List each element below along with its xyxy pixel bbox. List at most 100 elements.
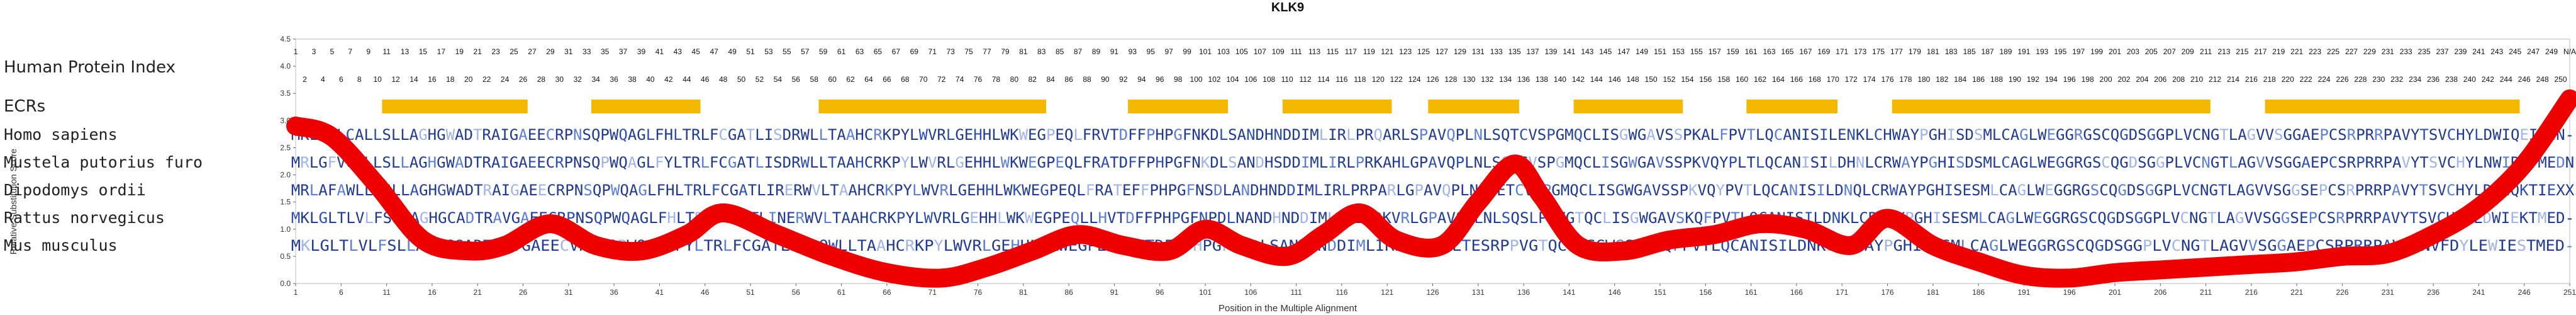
human-index-number: 169 [1817, 47, 1830, 56]
human-index-number: 150 [1645, 75, 1658, 84]
x-tick-label: 76 [974, 288, 983, 297]
human-index-number: 211 [2200, 47, 2212, 56]
human-index-number: 189 [1999, 47, 2012, 56]
human-index-number: 49 [728, 47, 737, 56]
human-index-number: 202 [2117, 75, 2130, 84]
human-index-number: N/A [2563, 47, 2576, 56]
human-index-number: 25 [510, 47, 518, 56]
human-index-number: 230 [2372, 75, 2385, 84]
human-index-number: 185 [1963, 47, 1976, 56]
human-index-number: 82 [1029, 75, 1037, 84]
y-axis-label: Relative Substitution Score [8, 149, 18, 255]
human-index-number: 233 [2400, 47, 2412, 56]
human-index-number: 80 [1010, 75, 1019, 84]
x-tick-label: 146 [1609, 288, 1621, 297]
human-index-number: 38 [628, 75, 637, 84]
human-index-number: 151 [1654, 47, 1666, 56]
human-index-number: 182 [1936, 75, 1948, 84]
human-index-number: 231 [2382, 47, 2394, 56]
human-index-number: 54 [774, 75, 783, 84]
x-tick-label: 46 [701, 288, 710, 297]
human-index-number: 97 [1164, 47, 1173, 56]
human-index-number: 34 [592, 75, 601, 84]
human-index-number: 6 [339, 75, 343, 84]
ecr-bar [818, 100, 1046, 113]
human-index-number: 66 [883, 75, 891, 84]
y-tick-label: 0.5 [280, 252, 291, 261]
human-index-number: 118 [1354, 75, 1366, 84]
human-index-number: 27 [528, 47, 537, 56]
human-index-number: 218 [2263, 75, 2276, 84]
human-index-number: 165 [1781, 47, 1793, 56]
y-tick-label: 0.0 [280, 279, 291, 288]
human-index-number: 99 [1183, 47, 1191, 56]
human-index-number: 215 [2236, 47, 2248, 56]
x-tick-label: 236 [2427, 288, 2439, 297]
human-index-number: 114 [1317, 75, 1329, 84]
x-tick-label: 176 [1881, 288, 1893, 297]
human-index-number: 86 [1064, 75, 1073, 84]
ecr-bar [2265, 100, 2520, 113]
ecr-bar [1428, 100, 1519, 113]
human-index-number: 248 [2536, 75, 2549, 84]
human-index-number: 113 [1308, 47, 1320, 56]
human-index-number: 131 [1472, 47, 1485, 56]
x-tick-label: 81 [1019, 288, 1028, 297]
human-index-number: 29 [546, 47, 555, 56]
x-tick-label: 86 [1064, 288, 1073, 297]
human-index-number: 31 [564, 47, 573, 56]
human-index-number: 235 [2418, 47, 2431, 56]
human-index-number: 163 [1763, 47, 1776, 56]
x-tick-label: 131 [1472, 288, 1485, 297]
human-index-number: 148 [1627, 75, 1639, 84]
human-index-number: 16 [428, 75, 437, 84]
sequence-row: MRLAFAWLLLSLLAGHGWADTRAIGAEECRPNSQPWQAGL… [291, 181, 2575, 199]
human-index-number: 137 [1527, 47, 1539, 56]
human-index-number: 199 [2090, 47, 2103, 56]
human-index-number: 155 [1690, 47, 1703, 56]
human-index-number: 93 [1129, 47, 1137, 56]
ecr-bar [1573, 100, 1683, 113]
human-index-number: 132 [1481, 75, 1493, 84]
human-index-number: 153 [1672, 47, 1685, 56]
human-index-number: 191 [2017, 47, 2030, 56]
substitution-score-line [286, 89, 2576, 288]
human-index-number: 62 [846, 75, 855, 84]
human-index-number: 21 [474, 47, 482, 56]
human-index-number: 203 [2127, 47, 2139, 56]
human-index-number: 60 [828, 75, 837, 84]
human-index-number: 116 [1335, 75, 1347, 84]
human-index-number: 112 [1299, 75, 1311, 84]
human-index-number: 73 [946, 47, 955, 56]
human-index-number: 78 [992, 75, 1001, 84]
human-index-number: 166 [1790, 75, 1803, 84]
human-index-number: 226 [2336, 75, 2348, 84]
human-index-number: 74 [956, 75, 964, 84]
human-index-number: 144 [1590, 75, 1603, 84]
x-tick-label: 116 [1335, 288, 1347, 297]
human-index-number: 244 [2500, 75, 2512, 84]
human-index-number: 22 [482, 75, 491, 84]
ecr-label: ECRs [4, 97, 45, 116]
human-index-number: 5 [330, 47, 334, 56]
sequence-rows: MKLGLLCALLSLLAGHGWADTRAIGAEECRPNSQPWQAGL… [291, 126, 2575, 255]
human-index-number: 89 [1092, 47, 1101, 56]
x-tick-label: 231 [2382, 288, 2394, 297]
ecr-bar [591, 100, 701, 113]
x-tick-label: 251 [2563, 288, 2576, 297]
human-index-number: 229 [2363, 47, 2376, 56]
x-tick-label: 246 [2518, 288, 2531, 297]
human-index-number: 121 [1381, 47, 1393, 56]
human-index-number: 210 [2190, 75, 2203, 84]
human-index-number: 236 [2427, 75, 2439, 84]
human-index-number: 42 [664, 75, 673, 84]
human-index-number: 234 [2409, 75, 2421, 84]
human-index-number: 187 [1982, 47, 1994, 56]
human-index-number: 181 [1927, 47, 1939, 56]
human-index-number: 83 [1037, 47, 1046, 56]
human-index-number: 216 [2245, 75, 2258, 84]
ecr-bar [1746, 100, 1837, 113]
ecr-bars [382, 100, 2520, 113]
x-tick-label: 126 [1426, 288, 1439, 297]
human-index-number: 23 [491, 47, 500, 56]
